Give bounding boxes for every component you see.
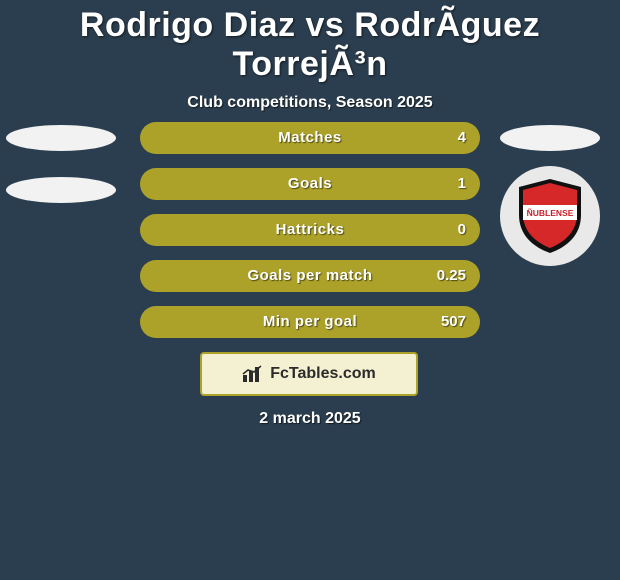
stat-label: Hattricks	[140, 214, 480, 246]
stat-row-matches: Matches 4	[140, 122, 480, 154]
stat-value: 507	[441, 306, 466, 338]
stat-row-min-per-goal: Min per goal 507	[140, 306, 480, 338]
crest-text: ÑUBLENSE	[527, 208, 574, 218]
stat-value: 0.25	[437, 260, 466, 292]
left-placeholder-group	[6, 125, 116, 229]
bar-chart-icon	[242, 365, 264, 383]
stat-value: 0	[458, 214, 466, 246]
stat-label: Min per goal	[140, 306, 480, 338]
placeholder-oval	[500, 125, 600, 151]
right-crest-group: ÑUBLENSE	[500, 125, 600, 265]
page-title: Rodrigo Diaz vs RodrÃ­guez TorrejÃ³n	[0, 0, 620, 84]
stat-row-goals-per-match: Goals per match 0.25	[140, 260, 480, 292]
brand-text: FcTables.com	[270, 365, 376, 383]
footer-date: 2 march 2025	[0, 410, 620, 428]
brand-badge[interactable]: FcTables.com	[200, 352, 418, 396]
stat-label: Goals	[140, 168, 480, 200]
club-crest-circle: ÑUBLENSE	[500, 166, 600, 266]
stat-label: Goals per match	[140, 260, 480, 292]
stat-label: Matches	[140, 122, 480, 154]
club-crest-shield-icon: ÑUBLENSE	[515, 177, 585, 255]
stat-value: 1	[458, 168, 466, 200]
placeholder-oval	[6, 177, 116, 203]
stat-value: 4	[458, 122, 466, 154]
stats-bars: Matches 4 Goals 1 Hattricks 0 Goals per …	[140, 122, 480, 352]
stat-row-goals: Goals 1	[140, 168, 480, 200]
stat-row-hattricks: Hattricks 0	[140, 214, 480, 246]
page-subtitle: Club competitions, Season 2025	[0, 94, 620, 112]
placeholder-oval	[6, 125, 116, 151]
